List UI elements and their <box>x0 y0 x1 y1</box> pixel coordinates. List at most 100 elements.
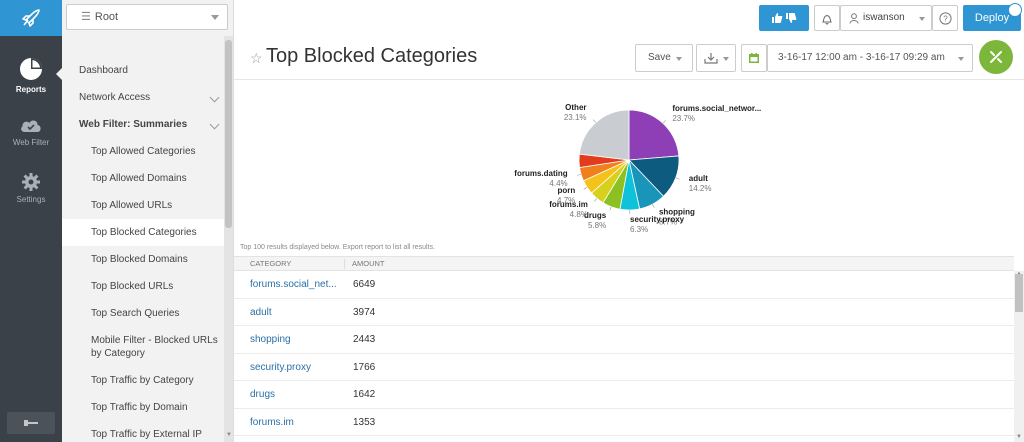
table-scrollbar[interactable]: ▲ ▼ <box>1014 271 1024 442</box>
report-tools-button[interactable] <box>979 40 1013 74</box>
category-link[interactable]: shopping <box>250 334 291 345</box>
table-row: forums.social_net... 6649 <box>234 271 1014 299</box>
deploy-button[interactable]: Deploy <box>963 3 1022 31</box>
user-name: iswanson <box>863 12 905 23</box>
category-link[interactable]: drugs <box>250 389 276 400</box>
deploy-label: Deploy <box>974 12 1010 24</box>
root-select[interactable]: ☰ Root <box>66 4 228 30</box>
slice-connector <box>662 120 666 124</box>
app-rail: Reports Web Filter Settings <box>0 0 62 442</box>
date-range-value: 3-16-17 12:00 am - 3-16-17 09:29 am <box>778 52 945 63</box>
top-bar: iswanson ? Deploy <box>234 0 1024 36</box>
rail-item-reports[interactable]: Reports <box>0 56 62 94</box>
nav-item-top-blocked-domains[interactable]: Top Blocked Domains <box>62 246 224 273</box>
amount-value: 1766 <box>353 361 376 373</box>
rail-item-label: Reports <box>15 85 47 94</box>
slice-percent: 23.7% <box>672 114 695 123</box>
nav-item-top-traffic-by-domain[interactable]: Top Traffic by Domain <box>62 394 224 421</box>
amount-value: 1353 <box>353 416 376 428</box>
rocket-icon <box>22 9 40 27</box>
table-scrollbar-thumb[interactable] <box>1015 274 1023 312</box>
nav-scrollbar[interactable] <box>224 36 233 442</box>
column-header-category[interactable]: CATEGORY <box>250 259 292 268</box>
scroll-down-arrow-icon[interactable]: ▼ <box>226 432 232 438</box>
column-header-amount[interactable]: AMOUNT <box>352 259 385 268</box>
rail-item-label: Settings <box>16 195 46 204</box>
column-divider <box>344 259 345 269</box>
chevron-down-icon <box>919 17 925 21</box>
nav-item-top-blocked-categories[interactable]: Top Blocked Categories <box>62 219 224 246</box>
pie-chart-icon <box>20 58 42 80</box>
nav-item-label: Top Blocked Domains <box>91 254 188 265</box>
active-indicator <box>56 68 62 80</box>
rail-item-web-filter[interactable]: Web Filter <box>0 115 62 147</box>
slice-percent: 4.8% <box>570 210 588 219</box>
user-menu-button[interactable]: iswanson <box>840 5 932 31</box>
slice-connector <box>583 186 588 190</box>
nav-item-label: Top Traffic by External IP <box>91 429 202 440</box>
slice-percent: 8.7% <box>659 218 677 227</box>
nav-item-dashboard[interactable]: Dashboard <box>62 57 224 84</box>
pie-chart: forums.social_networ... 23.7% adult 14.2% sh… <box>234 80 1024 246</box>
key-icon <box>24 420 38 426</box>
star-icon[interactable]: ☆ <box>250 50 263 66</box>
chevron-down-icon <box>723 57 729 61</box>
cloud-icon <box>21 120 41 132</box>
chevron-down-icon <box>209 119 220 130</box>
slice-label: drugs <box>584 211 607 220</box>
help-button[interactable]: ? <box>932 5 958 31</box>
slice-connector <box>609 206 612 211</box>
category-link[interactable]: adult <box>250 306 272 318</box>
export-icon <box>704 53 718 64</box>
nav-item-top-allowed-domains[interactable]: Top Allowed Domains <box>62 165 224 192</box>
category-link[interactable]: security.proxy <box>250 361 311 373</box>
save-label: Save <box>648 52 671 63</box>
table-header: CATEGORY AMOUNT <box>234 256 1014 271</box>
nav-item-network-access[interactable]: Network Access <box>62 84 224 111</box>
slice-percent: 5.8% <box>588 221 606 230</box>
slice-label: forums.social_networ... <box>672 104 761 113</box>
category-link[interactable]: forums.social_net... <box>250 279 337 290</box>
notifications-button[interactable] <box>814 5 840 31</box>
calendar-icon <box>749 53 759 63</box>
page-title: Top Blocked Categories <box>266 45 478 67</box>
category-link[interactable]: forums.im <box>250 416 294 428</box>
nav-item-top-blocked-urls[interactable]: Top Blocked URLs <box>62 273 224 300</box>
nav-scrollbar-thumb[interactable] <box>225 40 232 228</box>
thumbs-up-icon <box>772 13 783 23</box>
slice-connector <box>577 173 582 176</box>
nav-item-top-allowed-categories[interactable]: Top Allowed Categories <box>62 138 224 165</box>
pie-slice[interactable] <box>578 109 630 161</box>
collapse-button[interactable] <box>7 412 55 434</box>
amount-value: 1642 <box>353 389 376 400</box>
chevron-down-icon <box>209 92 220 103</box>
report-nav-sidebar: ☰ Root Dashboard Network Access Web Filte… <box>62 0 234 442</box>
scroll-down-arrow-icon[interactable]: ▼ <box>1016 434 1022 440</box>
svg-text:?: ? <box>943 14 948 23</box>
amount-value: 3974 <box>353 306 376 318</box>
slice-label: shopping <box>659 208 695 217</box>
feedback-button[interactable] <box>759 5 809 31</box>
nav-item-web-filter-summaries[interactable]: Web Filter: Summaries <box>62 111 224 138</box>
pie-slice[interactable] <box>628 109 680 161</box>
tools-icon <box>990 51 1002 63</box>
export-button[interactable] <box>696 44 736 72</box>
date-range-select[interactable]: 3-16-17 12:00 am - 3-16-17 09:29 am <box>767 44 973 72</box>
nav-item-top-traffic-by-category[interactable]: Top Traffic by Category <box>62 367 224 394</box>
nav-item-mobile-filter-blocked[interactable]: Mobile Filter - Blocked URLs by Category <box>62 327 224 367</box>
app-logo[interactable] <box>0 0 62 36</box>
table-row: adult 3974 <box>234 299 1014 326</box>
nav-item-top-traffic-by-external-ip[interactable]: Top Traffic by External IP <box>62 421 224 442</box>
help-icon: ? <box>938 11 952 25</box>
rail-item-settings[interactable]: Settings <box>0 172 62 204</box>
save-button[interactable]: Save <box>635 44 693 72</box>
slice-percent: 6.3% <box>630 225 648 234</box>
nav-item-label: Web Filter: Summaries <box>79 119 188 130</box>
deploy-list-icon <box>1008 3 1022 17</box>
nav-item-top-search-queries[interactable]: Top Search Queries <box>62 300 224 327</box>
nav-item-top-allowed-urls[interactable]: Top Allowed URLs <box>62 192 224 219</box>
calendar-button[interactable] <box>741 44 767 72</box>
slice-percent: 14.2% <box>689 184 712 193</box>
slice-label: adult <box>689 174 708 183</box>
